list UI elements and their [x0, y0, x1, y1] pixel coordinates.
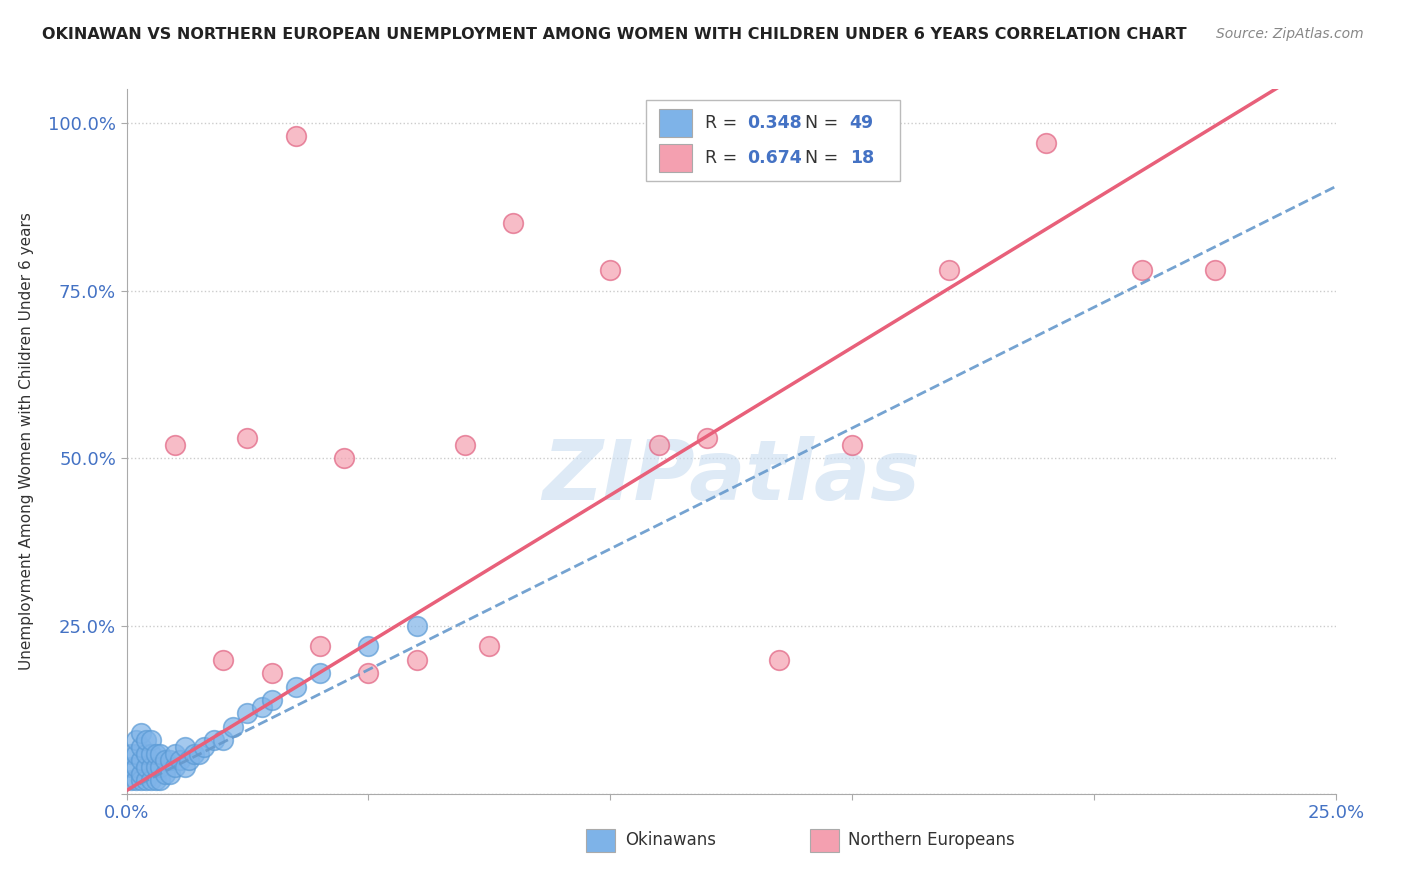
Point — [841, 438, 863, 452]
Point — [938, 263, 960, 277]
Text: Okinawans: Okinawans — [624, 831, 716, 849]
Point — [202, 733, 225, 747]
Point — [120, 773, 142, 788]
Text: ZIPatlas: ZIPatlas — [543, 436, 920, 517]
Point — [129, 773, 152, 788]
Point — [129, 766, 152, 780]
Point — [139, 773, 162, 788]
Point — [768, 653, 790, 667]
Point — [478, 639, 501, 653]
FancyBboxPatch shape — [810, 830, 839, 852]
Point — [159, 753, 181, 767]
Point — [145, 760, 167, 774]
Point — [163, 747, 186, 761]
Point — [357, 666, 380, 681]
FancyBboxPatch shape — [647, 100, 900, 181]
Point — [357, 639, 380, 653]
Text: R =: R = — [704, 114, 742, 132]
FancyBboxPatch shape — [658, 145, 692, 172]
Point — [236, 706, 259, 721]
Text: R =: R = — [704, 149, 742, 168]
Point — [149, 773, 172, 788]
Point — [183, 747, 205, 761]
Point — [188, 747, 211, 761]
Text: N =: N = — [794, 114, 844, 132]
Point — [193, 739, 215, 754]
Point — [260, 693, 283, 707]
Point — [236, 431, 259, 445]
Point — [1204, 263, 1226, 277]
Text: 18: 18 — [849, 149, 875, 168]
Point — [309, 639, 332, 653]
Point — [309, 666, 332, 681]
Point — [405, 653, 427, 667]
Point — [135, 733, 157, 747]
Point — [125, 773, 148, 788]
Point — [222, 720, 245, 734]
Text: Northern Europeans: Northern Europeans — [848, 831, 1015, 849]
Point — [135, 773, 157, 788]
Point — [212, 733, 235, 747]
Point — [149, 760, 172, 774]
Text: 49: 49 — [849, 114, 873, 132]
Point — [502, 216, 524, 230]
Point — [125, 747, 148, 761]
Point — [647, 438, 669, 452]
Point — [599, 263, 621, 277]
Point — [139, 760, 162, 774]
Point — [696, 431, 718, 445]
Point — [149, 747, 172, 761]
Text: N =: N = — [794, 149, 844, 168]
FancyBboxPatch shape — [586, 830, 614, 852]
Text: 0.674: 0.674 — [747, 149, 801, 168]
Point — [159, 766, 181, 780]
Point — [120, 760, 142, 774]
Point — [163, 760, 186, 774]
Point — [129, 726, 152, 740]
Point — [1130, 263, 1153, 277]
Point — [284, 129, 307, 144]
Text: 0.348: 0.348 — [747, 114, 801, 132]
Point — [1035, 136, 1057, 150]
Point — [212, 653, 235, 667]
Point — [145, 773, 167, 788]
Point — [284, 680, 307, 694]
Point — [454, 438, 477, 452]
Point — [260, 666, 283, 681]
Point — [129, 739, 152, 754]
Point — [125, 760, 148, 774]
Point — [135, 747, 157, 761]
Point — [135, 760, 157, 774]
Point — [405, 619, 427, 633]
Point — [179, 753, 201, 767]
Point — [173, 760, 195, 774]
Point — [145, 747, 167, 761]
Text: Source: ZipAtlas.com: Source: ZipAtlas.com — [1216, 27, 1364, 41]
Text: OKINAWAN VS NORTHERN EUROPEAN UNEMPLOYMENT AMONG WOMEN WITH CHILDREN UNDER 6 YEA: OKINAWAN VS NORTHERN EUROPEAN UNEMPLOYME… — [42, 27, 1187, 42]
Point — [139, 733, 162, 747]
Point — [120, 747, 142, 761]
Point — [163, 438, 186, 452]
Point — [125, 733, 148, 747]
Point — [250, 699, 273, 714]
Point — [139, 747, 162, 761]
Point — [333, 451, 356, 466]
Y-axis label: Unemployment Among Women with Children Under 6 years: Unemployment Among Women with Children U… — [20, 212, 34, 671]
Point — [129, 753, 152, 767]
Point — [155, 753, 177, 767]
FancyBboxPatch shape — [658, 109, 692, 137]
Point — [155, 766, 177, 780]
Point — [169, 753, 191, 767]
Point — [173, 739, 195, 754]
